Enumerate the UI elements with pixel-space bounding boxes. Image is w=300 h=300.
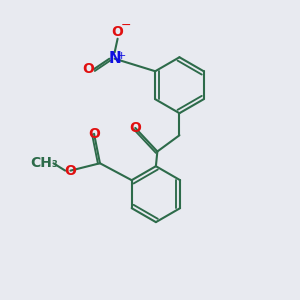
- Text: CH₃: CH₃: [30, 156, 58, 170]
- Text: +: +: [116, 51, 126, 61]
- Text: O: O: [88, 127, 100, 141]
- Text: O: O: [82, 62, 94, 76]
- Text: O: O: [112, 25, 124, 39]
- Text: N: N: [108, 51, 121, 66]
- Text: O: O: [129, 121, 141, 135]
- Text: −: −: [121, 19, 131, 32]
- Text: O: O: [64, 164, 76, 178]
